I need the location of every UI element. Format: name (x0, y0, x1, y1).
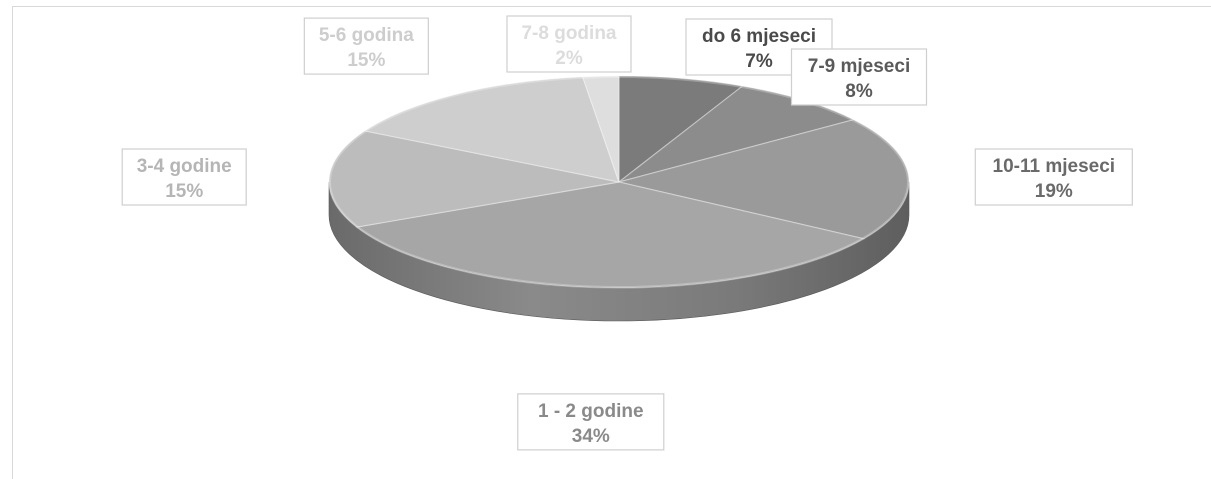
pie-slice-1-2-godine (355, 181, 866, 289)
data-label-box (506, 15, 632, 73)
data-label-percent: 15% (347, 50, 385, 71)
data-label-category: 5-6 godina (319, 25, 414, 46)
data-label-percent: 15% (165, 181, 203, 202)
data-label-percent: 2% (555, 48, 583, 69)
data-label-box (790, 48, 928, 106)
data-label-group: 3-4 godine 15% (121, 148, 247, 206)
pie-slice-5-6-godina (363, 76, 620, 183)
data-label-group: 10-11 mjeseci 19% (974, 148, 1133, 206)
pie-slice-do-6-mjeseci (618, 75, 744, 184)
data-label-category: do 6 mjeseci (702, 26, 816, 47)
pie-slices (328, 75, 910, 289)
data-label-percent: 7% (745, 51, 773, 72)
data-label-group: 7-8 godina 2% (506, 15, 632, 73)
data-label-box (974, 148, 1133, 206)
data-label-box (517, 393, 665, 451)
data-labels: do 6 mjeseci 7% 7-9 mjeseci 8% 10-11 mjeseci… (121, 15, 1133, 451)
data-label-category: 7-8 godina (521, 23, 616, 44)
data-label-group: 1 - 2 godine 34% (517, 393, 665, 451)
pie-slice-10-11-mjeseci (618, 119, 910, 240)
data-label-percent: 8% (845, 81, 873, 102)
data-label-percent: 34% (572, 426, 610, 447)
data-label-percent: 19% (1035, 181, 1073, 202)
data-label-box (121, 148, 247, 206)
pie-slice-7-8-godina (581, 75, 620, 183)
data-label-category: 1 - 2 godine (538, 401, 644, 422)
data-label-group: 5-6 godina 15% (303, 17, 429, 75)
data-label-box (303, 17, 429, 75)
pie-slice-3-4-godine (328, 130, 620, 228)
data-label-category: 10-11 mjeseci (993, 156, 1116, 177)
data-label-group: 7-9 mjeseci 8% (790, 48, 928, 106)
pie-top-highlight (329, 76, 909, 288)
data-label-category: 7-9 mjeseci (808, 56, 910, 77)
data-label-category: 3-4 godine (137, 156, 232, 177)
